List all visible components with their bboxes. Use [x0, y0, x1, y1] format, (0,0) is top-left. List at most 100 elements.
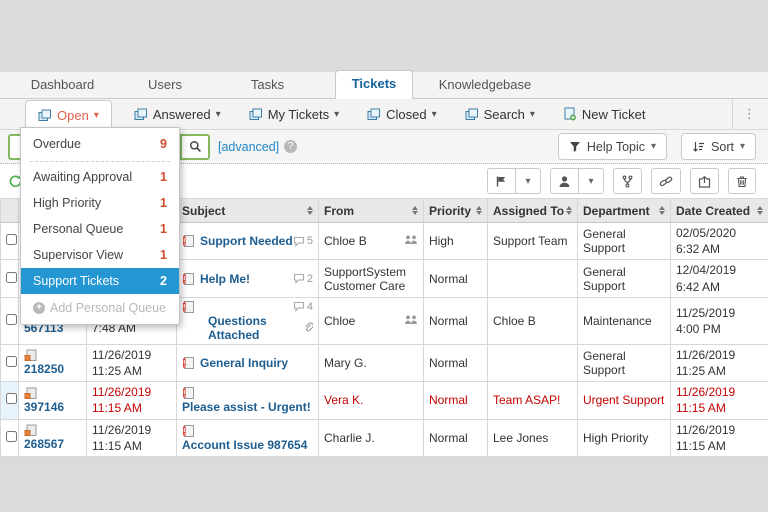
- row-checkbox[interactable]: [6, 430, 17, 442]
- flag-dropdown-button[interactable]: ▾: [515, 168, 541, 194]
- priority-cell: Normal: [423, 381, 488, 420]
- priority-cell: Normal: [423, 296, 488, 345]
- sort-label: Sort: [711, 139, 734, 154]
- header-priority[interactable]: Priority: [423, 198, 488, 223]
- priority-cell: Normal: [423, 259, 488, 298]
- subject-cell: Support Needed 5: [176, 221, 319, 261]
- link-icon: [659, 176, 673, 186]
- subject-link[interactable]: Account Issue 987654: [182, 437, 308, 452]
- search-submit-button[interactable]: [180, 133, 210, 160]
- checkbox-cell: [0, 259, 19, 298]
- caret-down-icon: ▾: [525, 175, 531, 187]
- subject-link[interactable]: Please assist - Urgent!: [182, 400, 311, 415]
- menu-item-personal-queue[interactable]: Personal Queue 1: [33, 222, 167, 236]
- header-from[interactable]: From: [318, 198, 424, 223]
- ticket-number-link[interactable]: 218250: [24, 362, 65, 377]
- funnel-icon: [569, 141, 581, 153]
- subject-cell: Help Me! 2: [176, 259, 319, 298]
- subject-link[interactable]: Questions Attached: [208, 313, 267, 342]
- tab-knowledgebase[interactable]: Knowledgebase: [438, 77, 532, 92]
- tab-dashboard[interactable]: Dashboard: [30, 77, 95, 92]
- menu-item-support-tickets[interactable]: Support Tickets 2: [21, 268, 179, 294]
- row-checkbox[interactable]: [6, 271, 17, 283]
- row-checkbox[interactable]: [6, 393, 17, 405]
- sort-button[interactable]: Sort ▾: [681, 133, 756, 160]
- header-subject[interactable]: Subject: [176, 198, 319, 223]
- sort-updown-icon: [476, 206, 482, 215]
- group-icon: [405, 315, 417, 324]
- search-queue-label: Search: [483, 106, 525, 122]
- header-department[interactable]: Department: [577, 198, 671, 223]
- open-queue-label: Open: [57, 107, 89, 123]
- ticket-number-cell: 218250: [18, 343, 87, 383]
- thread-count-badge: 5: [293, 235, 313, 247]
- header-date-created[interactable]: Date Created: [670, 198, 768, 223]
- tickets-stack-icon: [38, 109, 52, 122]
- department-cell: High Priority: [577, 418, 671, 457]
- queue-count-badge: 2: [160, 274, 167, 288]
- ticket-number-cell: 397146: [18, 381, 87, 420]
- from-cell: Mary G.: [318, 343, 424, 383]
- link-button[interactable]: [651, 168, 681, 194]
- subject-link[interactable]: Support Needed: [200, 234, 293, 249]
- overflow-ellipsis-icon: ⋮: [743, 106, 756, 121]
- assign-agent-button[interactable]: [550, 168, 578, 194]
- new-ticket-button[interactable]: New Ticket: [563, 106, 646, 122]
- caret-down-icon: ▾: [651, 141, 657, 152]
- ticket-alert-icon: [183, 387, 194, 400]
- new-ticket-label: New Ticket: [581, 106, 646, 122]
- tab-tickets[interactable]: Tickets: [335, 70, 413, 99]
- menu-item-add-personal-queue[interactable]: + Add Personal Queue: [21, 294, 179, 324]
- row-checkbox[interactable]: [6, 313, 17, 325]
- subject-cell: General Inquiry: [176, 343, 319, 383]
- closed-queue-button[interactable]: Closed ▾: [367, 107, 437, 122]
- sort-amount-icon: [692, 141, 705, 153]
- magnifier-icon: [189, 140, 202, 153]
- my-tickets-queue-button[interactable]: My Tickets ▾: [249, 107, 339, 122]
- queue-count-badge: 9: [160, 137, 167, 151]
- speech-bubble-icon: [293, 236, 304, 247]
- closed-queue-label: Closed: [386, 106, 427, 122]
- menu-item-high-priority[interactable]: High Priority 1: [33, 196, 167, 210]
- answered-queue-button[interactable]: Answered ▾: [134, 107, 221, 122]
- caret-down-icon: ▾: [529, 108, 535, 120]
- new-ticket-icon: [563, 107, 577, 121]
- tab-tasks[interactable]: Tasks: [250, 77, 285, 92]
- sort-updown-icon: [757, 206, 763, 215]
- help-topic-filter-button[interactable]: Help Topic ▾: [557, 133, 668, 160]
- export-button[interactable]: [690, 168, 719, 194]
- menu-item-awaiting-approval[interactable]: Awaiting Approval 1: [33, 170, 167, 184]
- search-queue-button[interactable]: Search ▾: [465, 107, 535, 122]
- thread-count-badge: 2: [293, 273, 313, 285]
- priority-cell: Normal: [423, 418, 488, 457]
- department-cell: Urgent Support: [577, 381, 671, 420]
- flag-button[interactable]: [487, 168, 515, 194]
- row-checkbox[interactable]: [6, 355, 17, 367]
- subject-link[interactable]: General Inquiry: [200, 355, 289, 370]
- ticket-number-link[interactable]: 397146: [24, 399, 65, 414]
- date-created-cell: 11/26/2019 11:15 AM: [670, 381, 768, 420]
- from-cell: SupportSystem Customer Care: [318, 259, 424, 298]
- refresh-button[interactable]: [8, 174, 23, 189]
- open-queue-button[interactable]: Open ▾: [25, 99, 112, 130]
- from-cell: Charlie J.: [318, 418, 424, 457]
- tab-users[interactable]: Users: [148, 77, 182, 92]
- toolbar-overflow-button[interactable]: ⋮: [732, 99, 766, 129]
- ticket-number-link[interactable]: 268567: [24, 437, 65, 452]
- menu-item-supervisor-view[interactable]: Supervisor View 1: [33, 248, 167, 262]
- help-question-icon[interactable]: ?: [284, 140, 298, 153]
- subject-link[interactable]: Help Me!: [200, 271, 251, 286]
- row-checkbox[interactable]: [6, 234, 17, 246]
- menu-item-overdue[interactable]: Overdue 9: [33, 137, 167, 151]
- merge-button[interactable]: [613, 168, 642, 194]
- ticket-alert-icon: [183, 356, 194, 369]
- delete-button[interactable]: [728, 168, 756, 194]
- date-created-cell: 11/25/2019 4:00 PM: [670, 296, 768, 345]
- speech-bubble-icon: [293, 302, 304, 313]
- ticket-number-cell: 268567: [18, 418, 87, 457]
- assign-dropdown-button[interactable]: ▾: [578, 168, 604, 194]
- header-assigned-to[interactable]: Assigned To: [487, 198, 578, 223]
- ticket-source-icon: [24, 349, 37, 362]
- advanced-search-link[interactable]: [advanced]: [218, 139, 280, 154]
